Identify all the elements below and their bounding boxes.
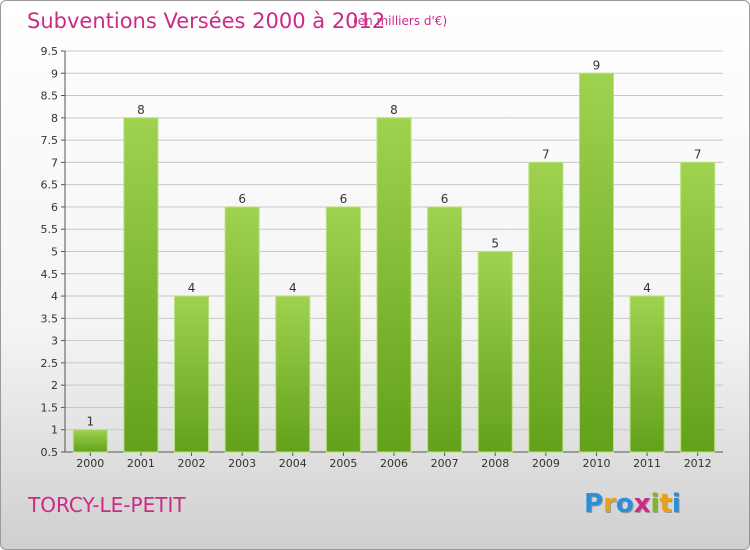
bar: [72, 429, 108, 453]
data-label: 4: [643, 281, 651, 295]
bar: [376, 117, 412, 453]
y-tick-label: 3.5: [41, 312, 59, 325]
logo-letter: r: [603, 489, 616, 519]
data-label: 9: [593, 58, 601, 72]
y-tick-label: 1: [51, 424, 58, 437]
x-tick-label: 2012: [684, 457, 712, 470]
y-tick-label: 6: [51, 201, 58, 214]
bar: [680, 161, 716, 453]
data-label: 8: [137, 103, 145, 117]
data-label: 4: [188, 281, 196, 295]
data-label: 4: [289, 281, 297, 295]
bar: [528, 161, 564, 453]
logo-letter: x: [633, 489, 651, 519]
bar: [477, 251, 513, 453]
chart-title: Subventions Versées 2000 à 2012: [27, 9, 386, 33]
data-label: 6: [238, 192, 246, 206]
x-tick-label: 2010: [582, 457, 610, 470]
x-tick-label: 2004: [279, 457, 307, 470]
data-label: 7: [542, 147, 550, 161]
data-label: 1: [86, 415, 94, 429]
bar: [427, 206, 463, 453]
city-name: TORCY-LE-PETIT: [28, 493, 186, 517]
y-tick-label: 1.5: [41, 401, 59, 414]
y-tick-label: 6.5: [41, 179, 59, 192]
data-label: 6: [340, 192, 348, 206]
bar: [325, 206, 361, 453]
x-tick-label: 2006: [380, 457, 408, 470]
x-tick-label: 2011: [633, 457, 661, 470]
x-tick-label: 2007: [431, 457, 459, 470]
x-tick-label: 2001: [127, 457, 155, 470]
logo-letter: i: [671, 489, 681, 519]
chart-unit-note: (en milliers d'€): [353, 14, 448, 28]
logo-letter: o: [615, 489, 634, 519]
bar: [123, 117, 159, 453]
y-tick-label: 7.5: [41, 134, 59, 147]
y-tick-label: 4.5: [41, 268, 59, 281]
x-tick-label: 2003: [228, 457, 256, 470]
y-tick-label: 2: [51, 379, 58, 392]
y-tick-label: 9: [51, 67, 58, 80]
data-labels: 1 8 4 6 4 6 8 6 5 7 9 4 7: [86, 58, 701, 428]
y-tick-label: 0.5: [41, 446, 59, 459]
y-tick-label: 5: [51, 246, 58, 259]
x-tick-label: 2009: [532, 457, 560, 470]
y-tick-label: 4: [51, 290, 58, 303]
data-label: 5: [491, 237, 499, 251]
proxiti-logo[interactable]: Proxiti: [584, 489, 681, 519]
logo-letter: t: [659, 489, 672, 519]
data-label: 6: [441, 192, 449, 206]
data-label: 7: [694, 147, 702, 161]
x-tick-label: 2008: [481, 457, 509, 470]
bar: [275, 295, 311, 453]
data-label: 8: [390, 103, 398, 117]
x-tick-label: 2005: [329, 457, 357, 470]
y-tick-label: 8.5: [41, 90, 59, 103]
y-tick-label: 5.5: [41, 223, 59, 236]
x-tick-label: 2000: [76, 457, 104, 470]
y-tick-label: 3: [51, 335, 58, 348]
logo-letter: i: [650, 489, 660, 519]
logo-letter: P: [584, 489, 604, 519]
x-tick-label: 2002: [178, 457, 206, 470]
y-tick-label: 7: [51, 156, 58, 169]
y-tick-label: 9.5: [41, 45, 59, 58]
bar: [224, 206, 260, 453]
bar: [629, 295, 665, 453]
y-tick-label: 2.5: [41, 357, 59, 370]
bar: [174, 295, 210, 453]
bars: [72, 72, 716, 453]
y-tick-label: 8: [51, 112, 58, 125]
bar: [578, 72, 614, 453]
